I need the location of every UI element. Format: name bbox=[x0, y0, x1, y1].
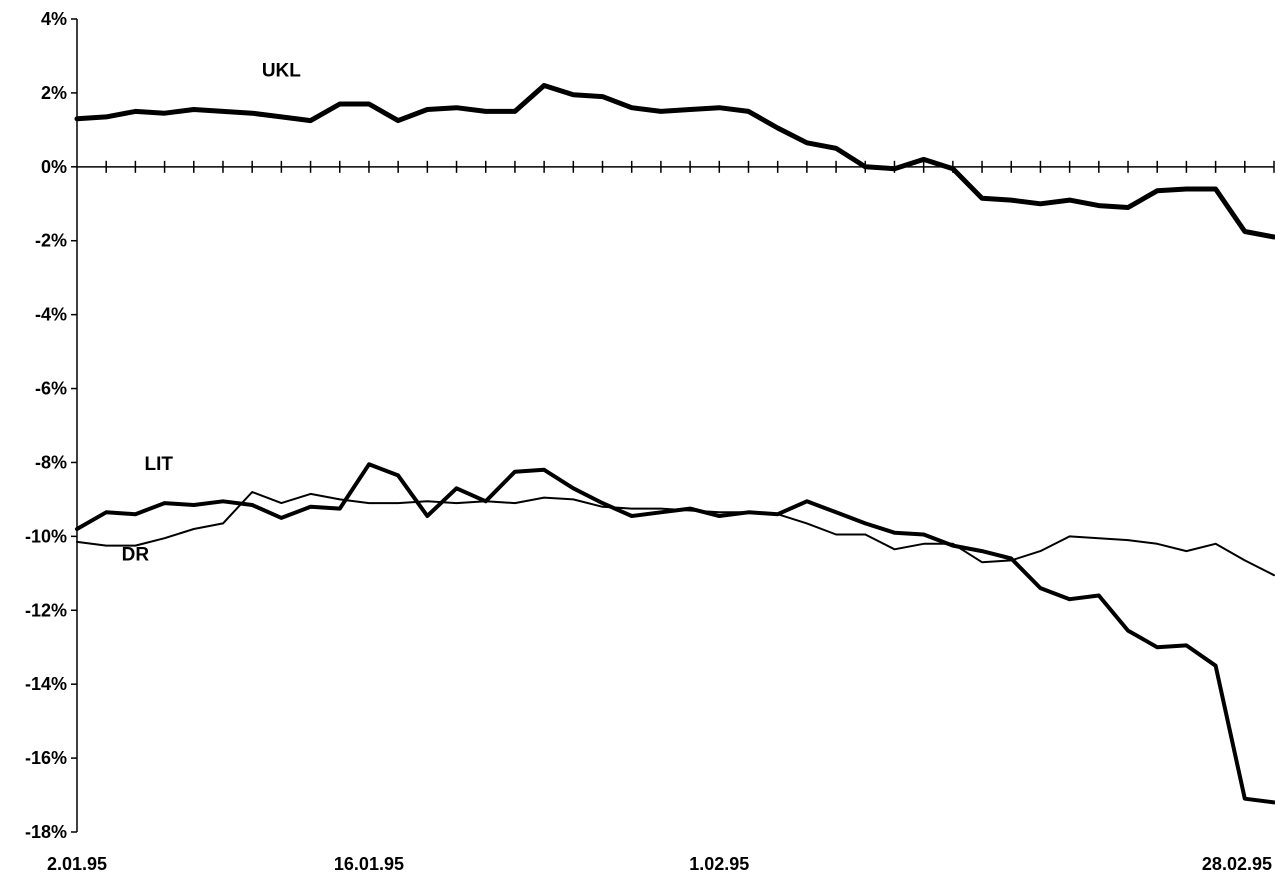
x-tick-label: 16.01.95 bbox=[334, 854, 404, 874]
x-ticks bbox=[105, 160, 1275, 173]
y-tick-label: -10% bbox=[25, 526, 67, 546]
y-tick-label: -14% bbox=[25, 674, 67, 694]
axes bbox=[76, 19, 1274, 832]
series-labels: UKL LIT DR bbox=[122, 60, 302, 565]
x-tick-labels: 2.01.95 16.01.95 1.02.95 28.02.95 bbox=[47, 854, 1272, 874]
y-tick-label: -18% bbox=[25, 822, 67, 842]
series-label-dr: DR bbox=[122, 544, 150, 565]
y-tick-label: -8% bbox=[35, 452, 67, 472]
y-tick-label: 2% bbox=[41, 83, 67, 103]
series-label-lit: LIT bbox=[144, 454, 173, 475]
x-tick-label: 28.02.95 bbox=[1202, 854, 1272, 874]
y-ticks bbox=[71, 18, 77, 833]
series-label-ukl: UKL bbox=[262, 60, 301, 81]
y-tick-label: 0% bbox=[41, 157, 67, 177]
y-tick-labels: 4% 2% 0% -2% -4% -6% -8% -10% -12% -14% -16% -18% bbox=[25, 9, 67, 842]
series-line-ukl bbox=[74, 83, 1275, 240]
y-tick-label: -12% bbox=[25, 600, 67, 620]
y-tick-label: -2% bbox=[35, 231, 67, 251]
series-line-lit bbox=[75, 462, 1275, 805]
series-line-dr bbox=[76, 491, 1275, 577]
series-lines bbox=[74, 83, 1275, 805]
x-tick-label: 2.01.95 bbox=[47, 854, 107, 874]
y-tick-label: -16% bbox=[25, 748, 67, 768]
y-tick-label: -4% bbox=[35, 305, 67, 325]
x-tick-label: 1.02.95 bbox=[689, 854, 749, 874]
y-tick-label: 4% bbox=[41, 9, 67, 29]
y-tick-label: -6% bbox=[35, 379, 67, 399]
